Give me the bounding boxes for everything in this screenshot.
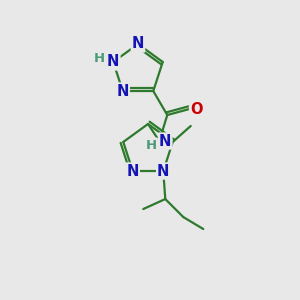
Text: O: O <box>190 101 203 116</box>
Text: H: H <box>94 52 105 65</box>
Text: N: N <box>127 164 139 178</box>
Text: N: N <box>107 55 119 70</box>
Text: N: N <box>116 83 129 98</box>
Text: N: N <box>132 37 144 52</box>
Text: N: N <box>157 164 170 178</box>
Text: N: N <box>159 134 172 148</box>
Text: H: H <box>146 139 157 152</box>
